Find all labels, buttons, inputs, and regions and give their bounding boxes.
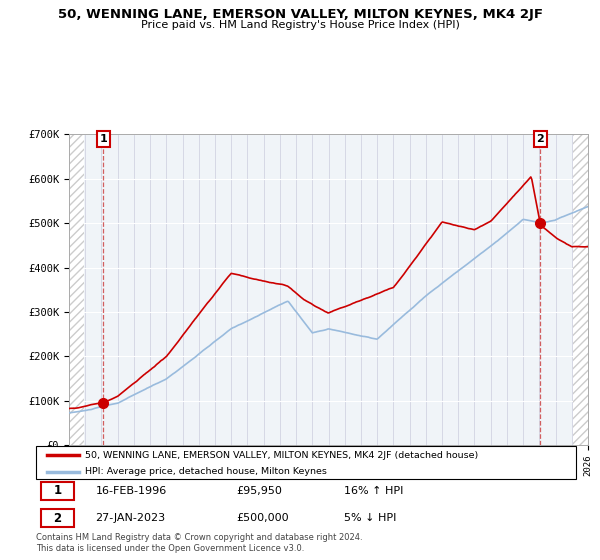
Text: Price paid vs. HM Land Registry's House Price Index (HPI): Price paid vs. HM Land Registry's House … <box>140 20 460 30</box>
Text: 2: 2 <box>53 512 62 525</box>
FancyBboxPatch shape <box>41 482 74 500</box>
Text: 1: 1 <box>100 134 107 144</box>
FancyBboxPatch shape <box>41 510 74 527</box>
Text: £500,000: £500,000 <box>236 514 289 524</box>
Text: 16-FEB-1996: 16-FEB-1996 <box>95 486 167 496</box>
Text: 27-JAN-2023: 27-JAN-2023 <box>95 514 166 524</box>
Text: 50, WENNING LANE, EMERSON VALLEY, MILTON KEYNES, MK4 2JF (detached house): 50, WENNING LANE, EMERSON VALLEY, MILTON… <box>85 451 478 460</box>
Text: 2: 2 <box>536 134 544 144</box>
FancyBboxPatch shape <box>36 446 576 479</box>
Text: 16% ↑ HPI: 16% ↑ HPI <box>344 486 403 496</box>
Text: 1: 1 <box>53 484 62 497</box>
Text: Contains HM Land Registry data © Crown copyright and database right 2024.
This d: Contains HM Land Registry data © Crown c… <box>36 533 362 553</box>
Text: HPI: Average price, detached house, Milton Keynes: HPI: Average price, detached house, Milt… <box>85 467 326 476</box>
Text: 5% ↓ HPI: 5% ↓ HPI <box>344 514 396 524</box>
Text: 50, WENNING LANE, EMERSON VALLEY, MILTON KEYNES, MK4 2JF: 50, WENNING LANE, EMERSON VALLEY, MILTON… <box>58 8 542 21</box>
Text: £95,950: £95,950 <box>236 486 281 496</box>
